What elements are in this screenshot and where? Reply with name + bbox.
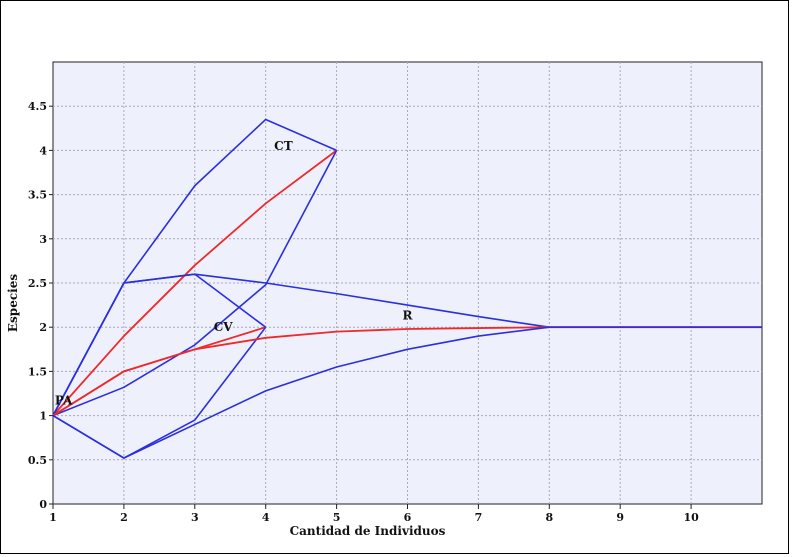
x-tick-label: 7	[475, 511, 483, 524]
x-tick-label: 10	[683, 511, 699, 524]
annotation-label: R	[403, 309, 414, 323]
y-tick-label: 2	[39, 321, 47, 334]
y-tick-label: 3	[39, 233, 47, 246]
series-line-ct-mean	[52, 149, 338, 417]
y-tick-label: 4.5	[28, 100, 47, 113]
series-layer	[52, 118, 762, 459]
x-tick-label: 2	[120, 511, 128, 524]
series-line-r-lower	[52, 326, 762, 459]
y-axis-title: Especies	[6, 274, 20, 332]
series-line-ct-lower	[52, 150, 338, 417]
y-tick-label: 1.5	[28, 365, 47, 378]
x-axis-title: Cantidad de Individuos	[290, 524, 446, 538]
x-tick-label: 6	[404, 511, 412, 524]
annotation-label: CT	[274, 139, 293, 153]
x-tick-label: 4	[262, 511, 270, 524]
y-tick-label: 4	[39, 144, 47, 157]
y-tick-label: 0.5	[28, 454, 47, 467]
y-tick-label: 0	[39, 498, 47, 511]
y-tick-label: 2.5	[28, 277, 47, 290]
annotation-label: PA	[55, 394, 73, 408]
annotations: CT CV R PA	[55, 139, 414, 408]
x-tick-label: 1	[49, 511, 57, 524]
x-tick-label: 8	[545, 511, 553, 524]
y-tick-label: 1	[39, 410, 47, 423]
x-tick-label: 5	[333, 511, 341, 524]
x-tick-label: 9	[616, 511, 624, 524]
x-tick-label: 3	[191, 511, 199, 524]
y-tick-label: 3.5	[28, 189, 47, 202]
annotation-label: CV	[214, 320, 234, 334]
axes: 1 2 3 4 5 6 7 8 9 10 0 0.5 1 1.5 2 2.5 3 3.5 4 4.5	[28, 100, 699, 524]
